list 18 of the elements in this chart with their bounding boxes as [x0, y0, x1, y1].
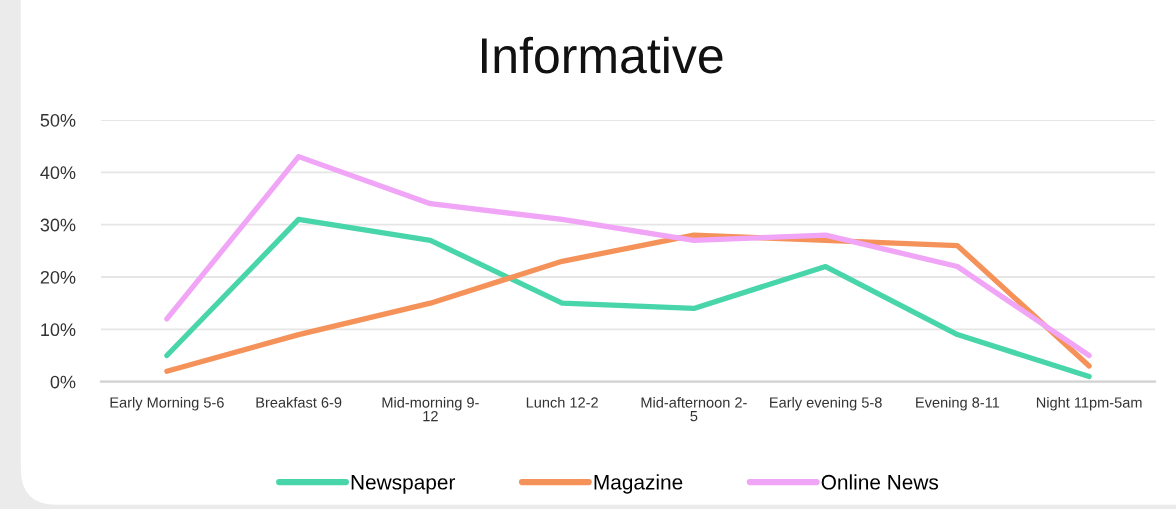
y-tick-label: 10% [41, 323, 76, 337]
y-tick-label: 30% [40, 218, 76, 232]
y-tick-label: 20% [40, 270, 76, 284]
y-tick-label: 50% [40, 113, 76, 127]
legend-label: Newspaper [351, 475, 456, 494]
x-tick-label: Lunch 12-2 [526, 396, 598, 408]
x-tick-label: Night 11pm-5am [1036, 396, 1142, 411]
x-tick-label: Mid-morning 9- 12 [382, 396, 479, 422]
y-tick-label: 0% [50, 375, 76, 389]
x-tick-label: Early evening 5-8 [770, 396, 882, 411]
legend-label: Online News [821, 474, 939, 490]
chart-title: Informative [481, 36, 723, 74]
x-tick-label: Mid-afternoon 2- 5 [641, 396, 747, 422]
y-tick-label: 40% [40, 166, 76, 180]
x-tick-label: Breakfast 6-9 [256, 396, 342, 408]
x-tick-label: Early Morning 5-6 [110, 396, 224, 411]
legend-label: Magazine [594, 474, 683, 494]
x-tick-label: Evening 8-11 [916, 396, 1000, 411]
